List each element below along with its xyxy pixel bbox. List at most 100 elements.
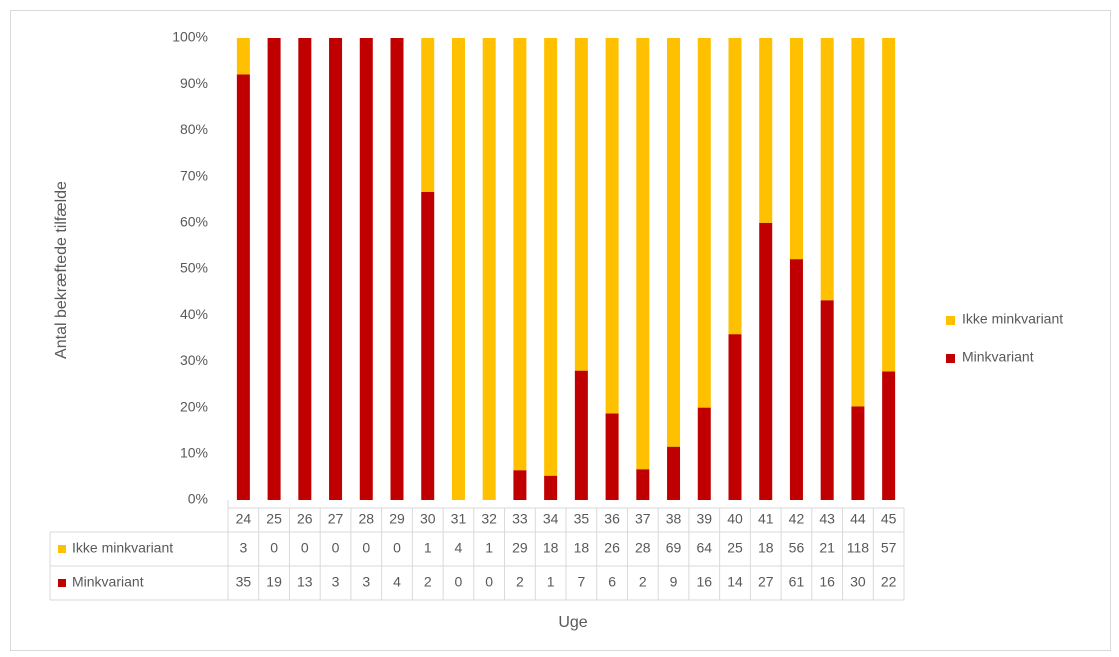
x-tick-label: 38 (666, 511, 682, 527)
bar-segment (759, 222, 773, 501)
bar-segment (605, 413, 619, 500)
x-tick-label: 30 (420, 511, 436, 527)
table-cell: 16 (696, 574, 712, 590)
x-tick-label: 40 (727, 511, 743, 527)
x-tick-label: 36 (604, 511, 620, 527)
bar-segment (482, 38, 496, 500)
legend-label: Minkvariant (962, 349, 1034, 365)
bar-segment (728, 38, 742, 335)
x-tick-label: 27 (328, 511, 344, 527)
bar-segment (636, 38, 650, 470)
y-tick-label: 70% (180, 167, 208, 183)
table-cell: 18 (543, 540, 559, 556)
bar-segment (359, 38, 373, 500)
x-tick-label: 24 (236, 511, 252, 527)
table-cell: 0 (301, 540, 309, 556)
table-cell: 2 (639, 574, 647, 590)
table-legend-key (58, 579, 66, 587)
bar-segment (667, 446, 681, 500)
table-cell: 0 (455, 574, 463, 590)
table-cell: 22 (881, 574, 897, 590)
bar-segment (820, 38, 834, 301)
table-cell: 29 (512, 540, 528, 556)
bar-segment (574, 38, 588, 371)
bar-segment (421, 192, 435, 500)
chart-frame (10, 10, 1111, 651)
x-tick-label: 25 (266, 511, 282, 527)
table-cell: 18 (574, 540, 590, 556)
x-tick-label: 29 (389, 511, 405, 527)
bar-segment (820, 300, 834, 500)
bar-segment (267, 38, 281, 500)
table-cell: 9 (670, 574, 678, 590)
bar-segment (882, 38, 896, 372)
table-cell: 1 (547, 574, 555, 590)
table-cell: 118 (847, 540, 870, 556)
table-cell: 3 (239, 540, 247, 556)
bar-segment (667, 38, 681, 447)
bar-segment (851, 406, 865, 500)
x-axis-title: Uge (558, 614, 587, 631)
y-tick-label: 90% (180, 75, 208, 91)
x-tick-label: 26 (297, 511, 313, 527)
table-cell: 14 (727, 574, 743, 590)
table-cell: 30 (850, 574, 866, 590)
bar-segment (789, 38, 803, 260)
table-cell: 61 (789, 574, 805, 590)
y-tick-label: 80% (180, 121, 208, 137)
x-tick-label: 35 (574, 511, 590, 527)
table-cell: 35 (236, 574, 252, 590)
y-tick-label: 50% (180, 260, 208, 276)
table-cell: 57 (881, 540, 897, 556)
legend-key (946, 316, 955, 325)
bar-segment (697, 38, 711, 408)
table-cell: 1 (424, 540, 432, 556)
x-tick-label: 32 (481, 511, 497, 527)
y-tick-label: 0% (188, 491, 208, 507)
table-cell: 0 (332, 540, 340, 556)
bar-segment (236, 74, 250, 500)
bar-segment (390, 38, 404, 500)
x-tick-label: 33 (512, 511, 528, 527)
table-cell: 26 (604, 540, 620, 556)
bar-segment (451, 38, 465, 500)
table-row-label: Ikke minkvariant (72, 540, 173, 556)
x-tick-label: 34 (543, 511, 559, 527)
table-cell: 1 (485, 540, 493, 556)
table-legend-key (58, 545, 66, 553)
x-tick-label: 42 (789, 511, 805, 527)
y-axis-title: Antal bekræftede tilfælde (53, 181, 70, 359)
bar-segment (236, 38, 250, 75)
table-cell: 27 (758, 574, 774, 590)
bar-segment (728, 334, 742, 500)
table-cell: 3 (332, 574, 340, 590)
table-cell: 18 (758, 540, 774, 556)
table-cell: 2 (516, 574, 524, 590)
bar-segment (605, 38, 619, 414)
x-tick-label: 44 (850, 511, 866, 527)
y-tick-label: 40% (180, 306, 208, 322)
table-cell: 21 (819, 540, 835, 556)
table-cell: 0 (485, 574, 493, 590)
x-tick-label: 41 (758, 511, 774, 527)
bar-segment (513, 470, 527, 500)
bar-segment (789, 259, 803, 500)
bar-segment (759, 38, 773, 223)
y-tick-label: 10% (180, 445, 208, 461)
x-tick-label: 43 (819, 511, 835, 527)
x-tick-label: 31 (451, 511, 467, 527)
y-tick-label: 30% (180, 352, 208, 368)
table-cell: 3 (362, 574, 370, 590)
table-cell: 69 (666, 540, 682, 556)
bar-segment (636, 469, 650, 500)
table-cell: 2 (424, 574, 432, 590)
table-cell: 25 (727, 540, 743, 556)
y-tick-label: 60% (180, 214, 208, 230)
bar-segment (697, 407, 711, 500)
table-cell: 56 (789, 540, 805, 556)
table-cell: 64 (696, 540, 712, 556)
table-cell: 28 (635, 540, 651, 556)
table-row-label: Minkvariant (72, 574, 144, 590)
table-cell: 4 (393, 574, 401, 590)
